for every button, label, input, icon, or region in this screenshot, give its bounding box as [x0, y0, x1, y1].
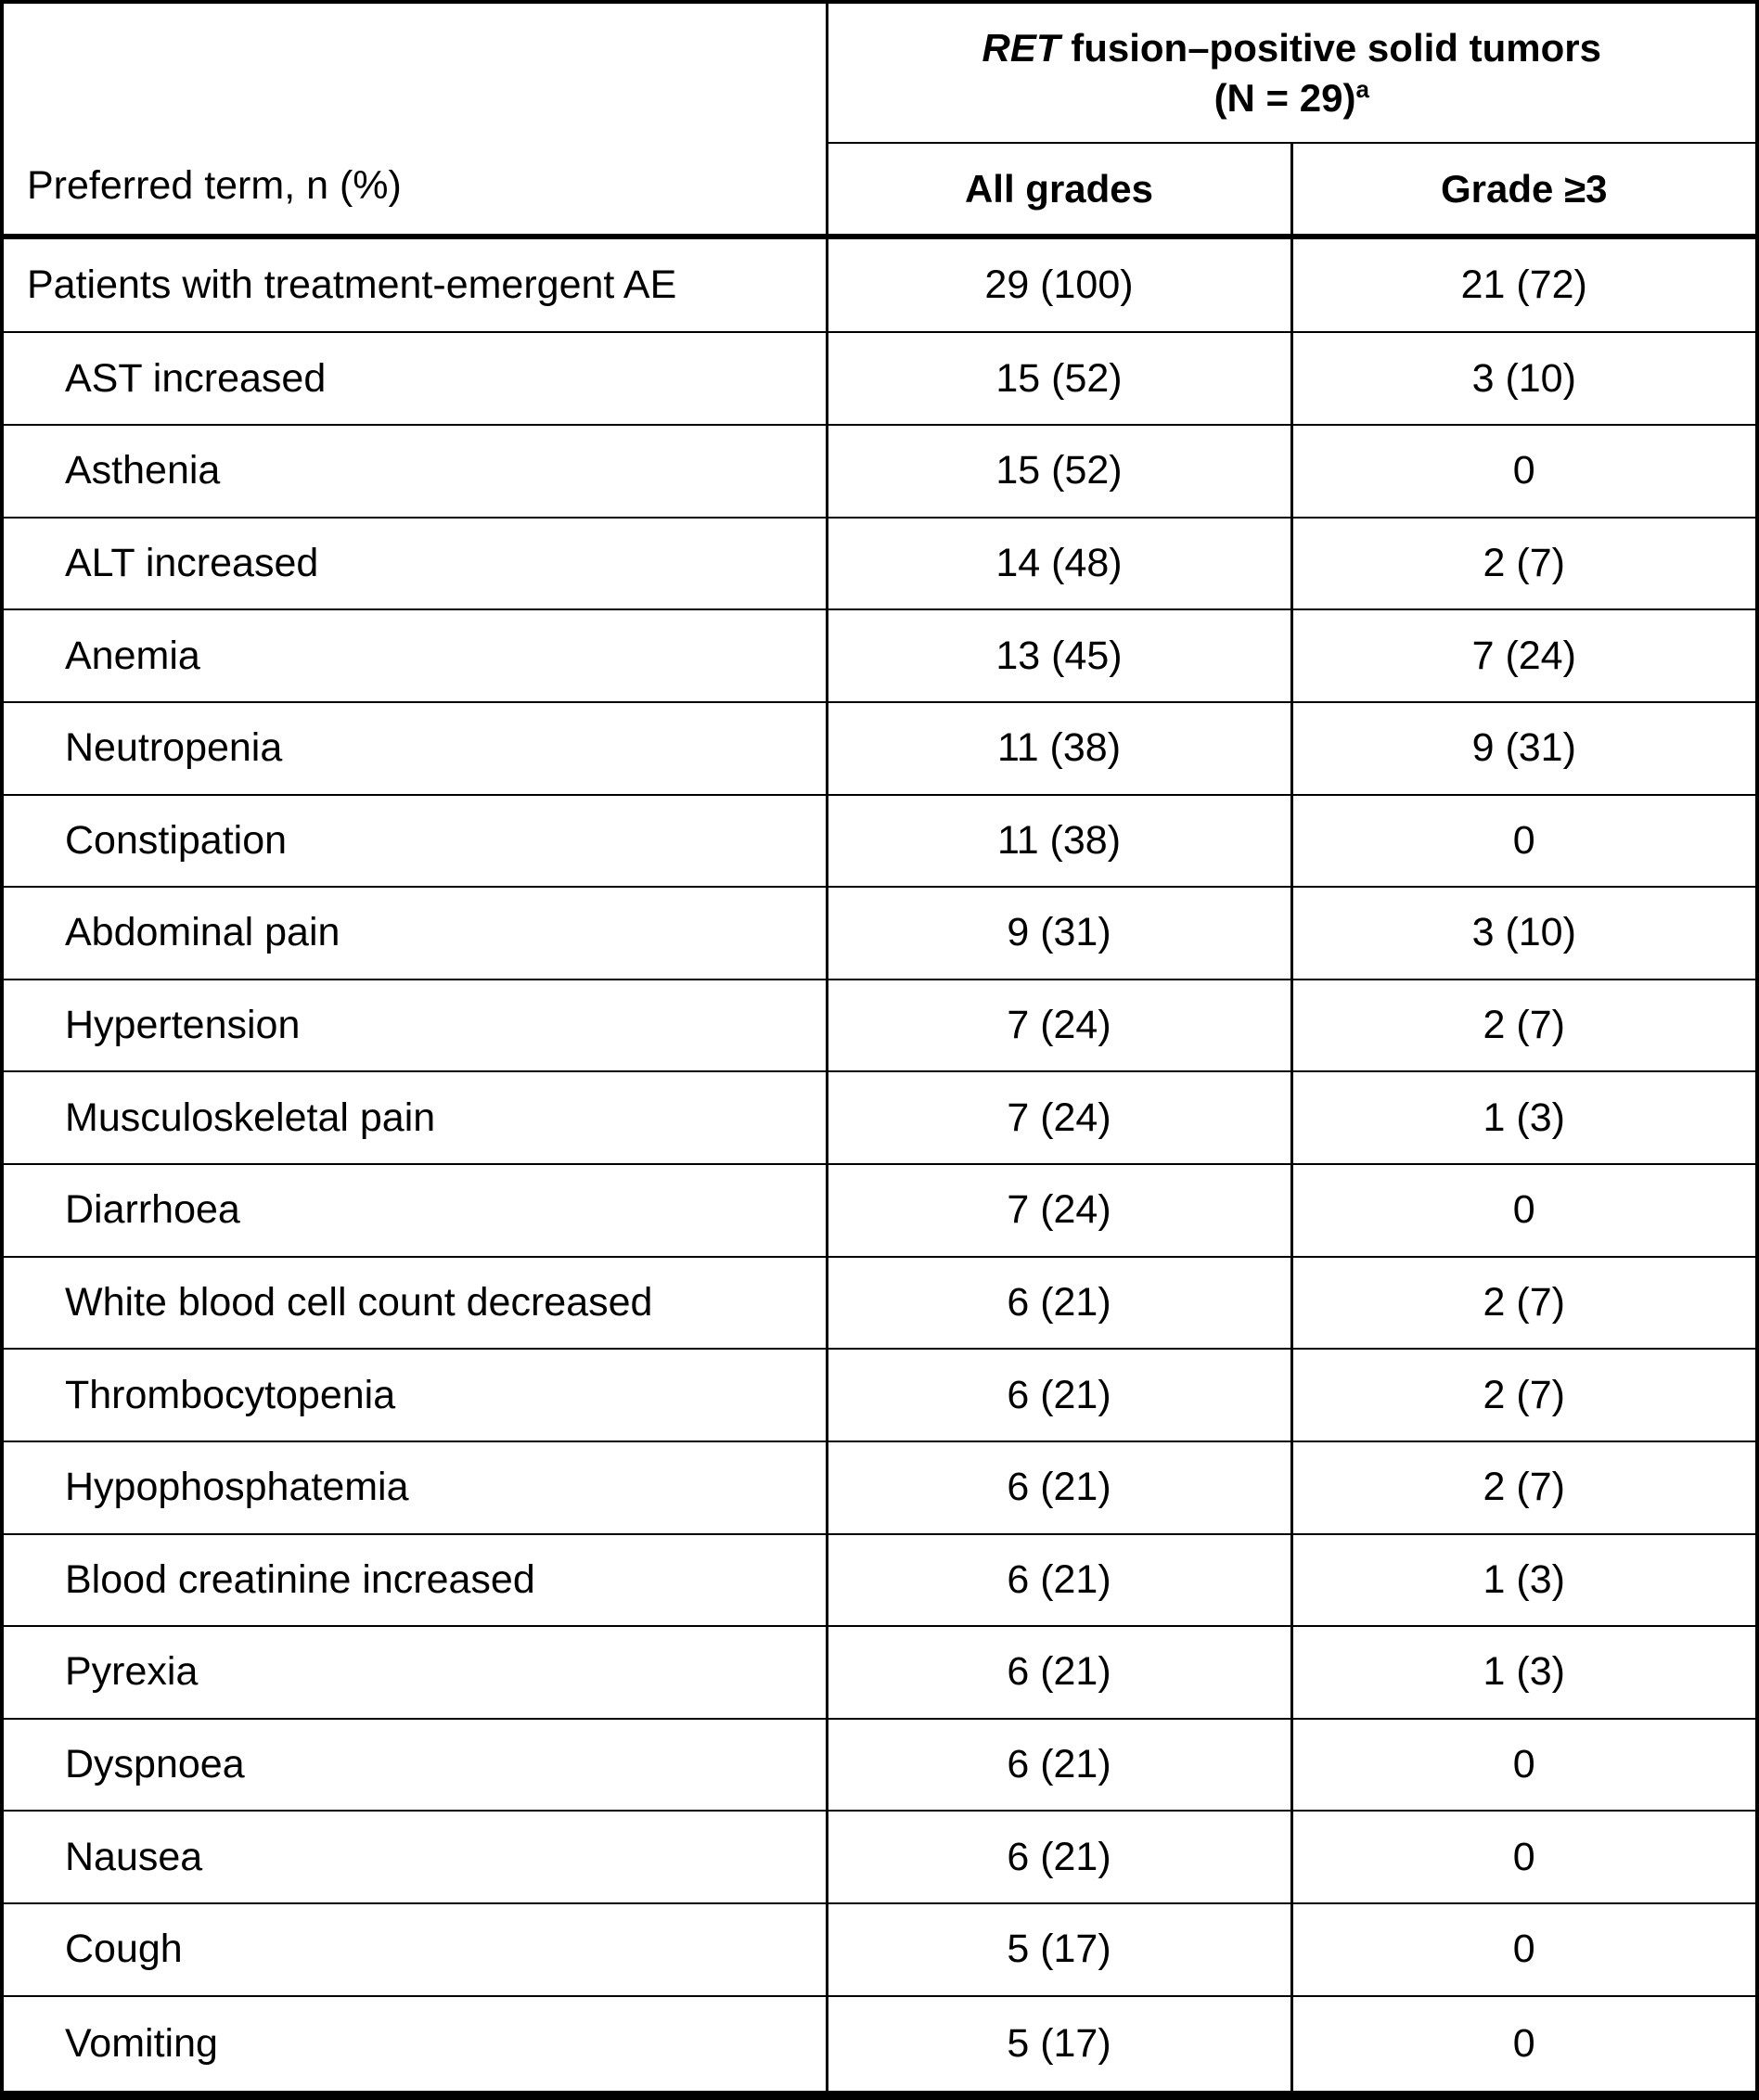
footnote-marker: a: [1355, 74, 1369, 103]
grade3-cell: 9 (31): [1291, 701, 1757, 796]
grade3-cell: 2 (7): [1291, 1441, 1757, 1535]
all-grades-cell: 6 (21): [827, 1626, 1293, 1720]
term-cell: Thrombocytopenia: [2, 1349, 828, 1442]
table-row: Blood creatinine increased 6 (21) 1 (3): [2, 1533, 1757, 1628]
all-grades-cell: 7 (24): [827, 1164, 1293, 1258]
term-cell: Vomiting: [2, 1995, 828, 2097]
table-row: White blood cell count decreased 6 (21) …: [2, 1256, 1757, 1351]
table-row: Musculoskeletal pain 7 (24) 1 (3): [2, 1071, 1757, 1166]
term-cell: Asthenia: [2, 425, 828, 519]
column-header-all-grades: All grades: [827, 143, 1293, 239]
table-row: AST increased 15 (52) 3 (10): [2, 332, 1757, 427]
term-cell: Abdominal pain: [2, 887, 828, 980]
grade3-cell: 1 (3): [1291, 1533, 1757, 1628]
all-grades-cell: 9 (31): [827, 887, 1293, 980]
grade3-cell: 0: [1291, 1718, 1757, 1812]
table-row: Nausea 6 (21) 0: [2, 1811, 1757, 1905]
term-cell: Nausea: [2, 1811, 828, 1905]
grade3-cell: 3 (10): [1291, 887, 1757, 980]
term-cell: Musculoskeletal pain: [2, 1071, 828, 1166]
column-header-preferred-term: Preferred term, n (%): [2, 2, 828, 239]
term-cell: Hypertension: [2, 979, 828, 1073]
table-row: Hypertension 7 (24) 2 (7): [2, 979, 1757, 1073]
table-row: Thrombocytopenia 6 (21) 2 (7): [2, 1349, 1757, 1442]
all-grades-cell: 13 (45): [827, 609, 1293, 703]
grade3-cell: 2 (7): [1291, 979, 1757, 1073]
grade3-cell: 0: [1291, 1995, 1757, 2097]
grade3-cell: 2 (7): [1291, 517, 1757, 611]
all-grades-cell: 14 (48): [827, 517, 1293, 611]
term-cell: Diarrhoea: [2, 1164, 828, 1258]
all-grades-cell: 7 (24): [827, 1071, 1293, 1166]
table-row: Asthenia 15 (52) 0: [2, 425, 1757, 519]
term-cell: ALT increased: [2, 517, 828, 611]
term-cell: Dyspnoea: [2, 1718, 828, 1812]
all-grades-cell: 6 (21): [827, 1256, 1293, 1351]
table-row: Constipation 11 (38) 0: [2, 794, 1757, 889]
table-title: RET fusion–positive solid tumors (N = 29…: [827, 2, 1757, 144]
grade3-cell: 0: [1291, 425, 1757, 519]
table-row: Pyrexia 6 (21) 1 (3): [2, 1626, 1757, 1720]
grade3-cell: 7 (24): [1291, 609, 1757, 703]
table-row: Hypophosphatemia 6 (21) 2 (7): [2, 1441, 1757, 1535]
table-row: Anemia 13 (45) 7 (24): [2, 609, 1757, 703]
all-grades-cell: 7 (24): [827, 979, 1293, 1073]
grade3-cell: 0: [1291, 794, 1757, 889]
table-row: Patients with treatment-emergent AE 29 (…: [2, 237, 1757, 334]
all-grades-cell: 6 (21): [827, 1718, 1293, 1812]
all-grades-cell: 5 (17): [827, 1903, 1293, 1997]
table-row: Abdominal pain 9 (31) 3 (10): [2, 887, 1757, 980]
table-title-line1-rest: fusion–positive solid tumors: [1059, 25, 1601, 70]
term-cell: Cough: [2, 1903, 828, 1997]
grade3-cell: 0: [1291, 1811, 1757, 1905]
sample-size: (N = 29): [1213, 75, 1356, 120]
all-grades-cell: 29 (100): [827, 237, 1293, 334]
term-cell: White blood cell count decreased: [2, 1256, 828, 1351]
gene-name-italic: RET: [982, 25, 1060, 70]
table-title-line1: RET fusion–positive solid tumors: [829, 23, 1755, 73]
term-cell: Neutropenia: [2, 701, 828, 796]
all-grades-cell: 15 (52): [827, 332, 1293, 427]
all-grades-cell: 5 (17): [827, 1995, 1293, 2097]
all-grades-cell: 6 (21): [827, 1533, 1293, 1628]
column-header-row: All grades Grade ≥3: [2, 143, 1757, 239]
all-grades-cell: 6 (21): [827, 1441, 1293, 1535]
term-cell: Hypophosphatemia: [2, 1441, 828, 1535]
term-cell: Blood creatinine increased: [2, 1533, 828, 1628]
table-row: Dyspnoea 6 (21) 0: [2, 1718, 1757, 1812]
table-row: Vomiting 5 (17) 0: [2, 1995, 1757, 2097]
term-cell: Patients with treatment-emergent AE: [2, 237, 828, 334]
term-cell: Constipation: [2, 794, 828, 889]
grade3-cell: 0: [1291, 1903, 1757, 1997]
table-row: Diarrhoea 7 (24) 0: [2, 1164, 1757, 1258]
grade3-cell: 2 (7): [1291, 1256, 1757, 1351]
all-grades-cell: 15 (52): [827, 425, 1293, 519]
table-title-row: Preferred term, n (%) RET fusion–positiv…: [2, 2, 1757, 239]
term-cell: Anemia: [2, 609, 828, 703]
grade3-cell: 21 (72): [1291, 237, 1757, 334]
grade3-cell: 2 (7): [1291, 1349, 1757, 1442]
table-title-line2: (N = 29)a: [829, 73, 1755, 123]
table-row: ALT increased 14 (48) 2 (7): [2, 517, 1757, 611]
grade3-cell: 1 (3): [1291, 1071, 1757, 1166]
all-grades-cell: 6 (21): [827, 1349, 1293, 1442]
grade3-cell: 0: [1291, 1164, 1757, 1258]
column-header-grade-ge3: Grade ≥3: [1291, 143, 1757, 239]
table-row: Neutropenia 11 (38) 9 (31): [2, 701, 1757, 796]
all-grades-cell: 6 (21): [827, 1811, 1293, 1905]
all-grades-cell: 11 (38): [827, 701, 1293, 796]
term-cell: AST increased: [2, 332, 828, 427]
grade3-cell: 3 (10): [1291, 332, 1757, 427]
term-cell: Pyrexia: [2, 1626, 828, 1720]
all-grades-cell: 11 (38): [827, 794, 1293, 889]
table-row: Cough 5 (17) 0: [2, 1903, 1757, 1997]
grade3-cell: 1 (3): [1291, 1626, 1757, 1720]
